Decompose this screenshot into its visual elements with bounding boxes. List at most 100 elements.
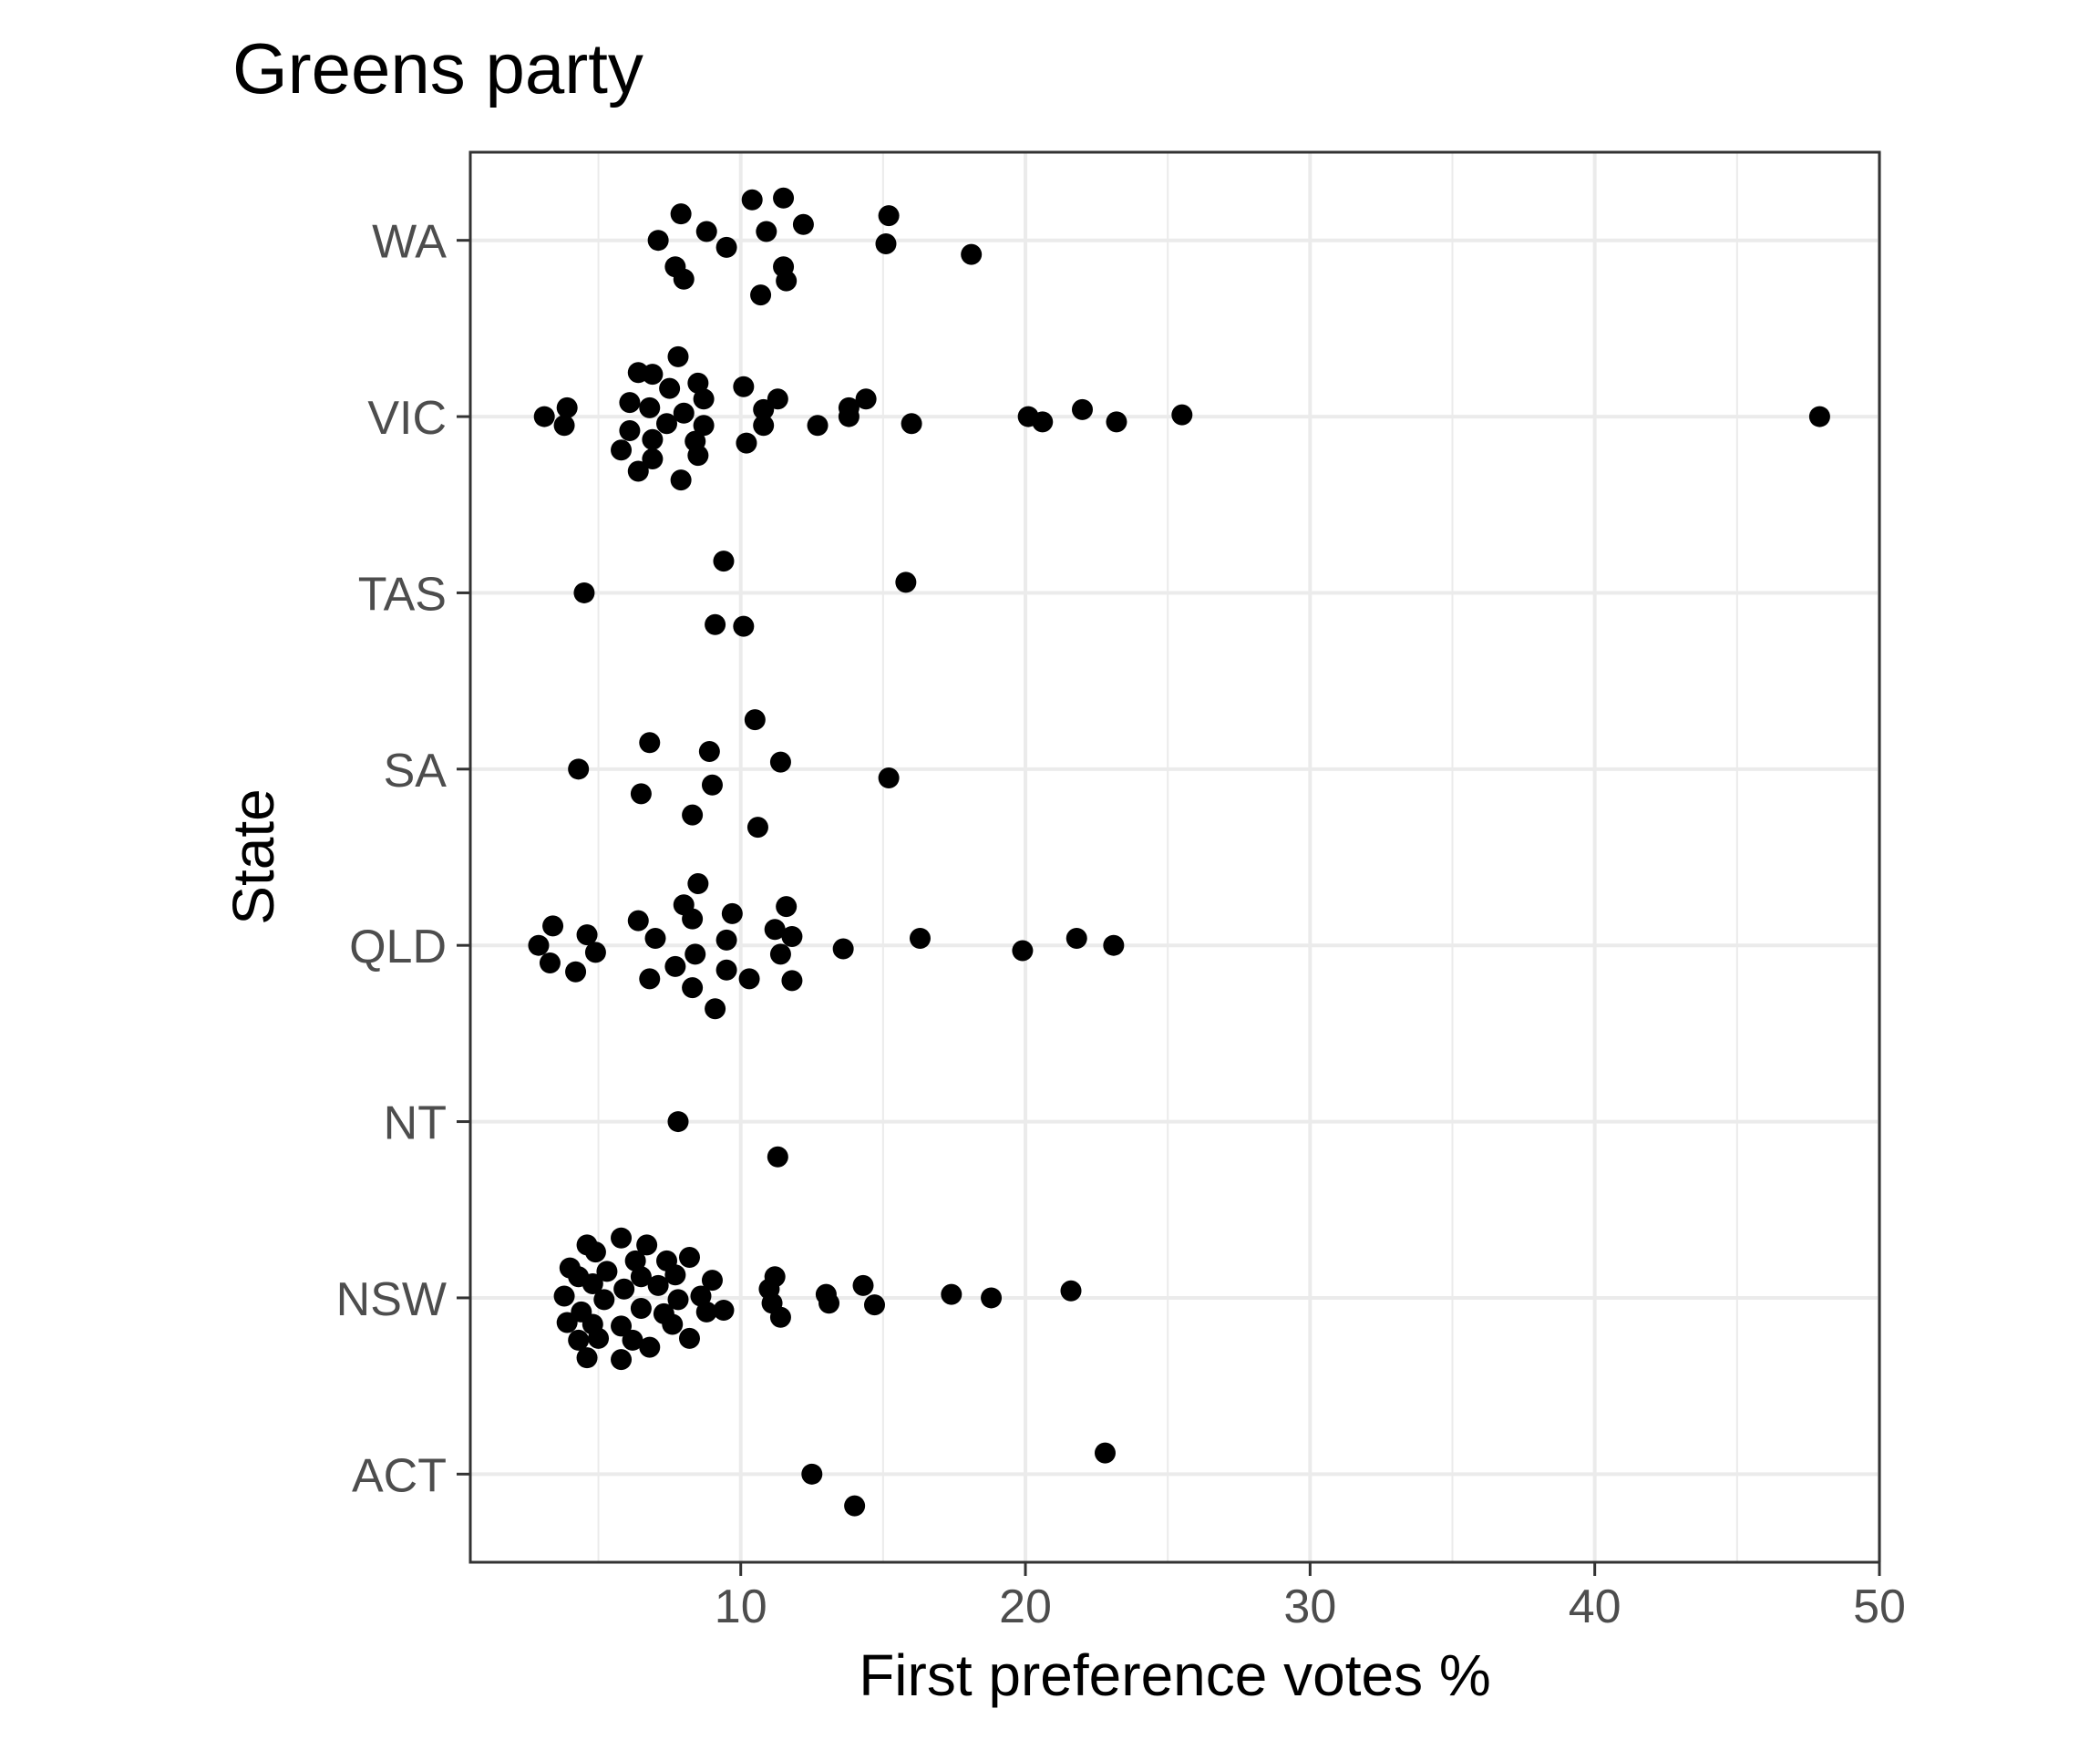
data-point bbox=[611, 1349, 633, 1371]
data-point bbox=[682, 977, 704, 999]
data-point bbox=[773, 187, 795, 209]
data-point bbox=[613, 1278, 635, 1300]
data-point bbox=[664, 1264, 686, 1286]
data-point bbox=[1103, 934, 1125, 956]
x-axis-title: First preference votes % bbox=[859, 1642, 1491, 1708]
data-point bbox=[1065, 927, 1087, 949]
data-point bbox=[909, 927, 931, 949]
data-point bbox=[705, 613, 726, 635]
x-tick-label: 10 bbox=[715, 1580, 767, 1633]
data-point bbox=[662, 1313, 684, 1335]
data-point bbox=[981, 1287, 1003, 1309]
data-point bbox=[1808, 406, 1830, 427]
data-point bbox=[941, 1283, 962, 1305]
data-point bbox=[553, 415, 575, 437]
plot-panel-border bbox=[468, 150, 1881, 1564]
data-point bbox=[619, 420, 641, 442]
data-point bbox=[565, 961, 587, 983]
data-point bbox=[639, 968, 661, 990]
chart-title: Greens party bbox=[232, 28, 643, 108]
data-point bbox=[878, 205, 900, 227]
data-point bbox=[878, 767, 900, 788]
data-point bbox=[690, 1285, 712, 1307]
y-axis: ACT NSW NT QLD SA TAS VIC WA bbox=[336, 216, 470, 1502]
y-tick-label: SA bbox=[384, 745, 448, 798]
data-point bbox=[678, 1246, 700, 1268]
data-point bbox=[776, 270, 798, 292]
data-point bbox=[781, 970, 803, 992]
data-point bbox=[741, 189, 763, 211]
data-point bbox=[875, 233, 897, 255]
data-point bbox=[746, 817, 768, 839]
data-point bbox=[1032, 411, 1054, 433]
data-point bbox=[693, 415, 715, 437]
data-point bbox=[670, 203, 692, 225]
data-point bbox=[667, 1289, 689, 1311]
data-point bbox=[539, 952, 561, 974]
data-point bbox=[588, 1327, 610, 1349]
data-point bbox=[1094, 1442, 1116, 1464]
data-point bbox=[852, 1274, 874, 1296]
data-point bbox=[611, 439, 633, 461]
data-point bbox=[553, 1285, 575, 1307]
data-point bbox=[573, 582, 595, 603]
data-point bbox=[627, 910, 649, 932]
data-point bbox=[611, 1315, 633, 1337]
data-point bbox=[624, 1250, 646, 1271]
data-point bbox=[698, 740, 720, 762]
data-point bbox=[701, 1270, 723, 1292]
data-point bbox=[584, 1241, 606, 1263]
data-point bbox=[753, 398, 775, 420]
data-point bbox=[556, 1312, 578, 1333]
data-point bbox=[647, 230, 669, 252]
data-point bbox=[619, 392, 641, 414]
y-tick-label: TAS bbox=[358, 568, 447, 621]
data-point bbox=[901, 413, 922, 435]
data-point bbox=[713, 551, 735, 572]
data-point bbox=[750, 284, 772, 306]
x-tick-label: 30 bbox=[1283, 1580, 1336, 1633]
data-point bbox=[715, 929, 737, 951]
data-point bbox=[622, 1329, 643, 1351]
data-point bbox=[596, 1261, 618, 1282]
y-tick-label: VIC bbox=[367, 392, 447, 445]
data-point bbox=[713, 1299, 735, 1321]
data-point bbox=[1012, 940, 1034, 962]
data-point bbox=[792, 213, 814, 235]
data-point bbox=[642, 448, 664, 469]
data-point bbox=[639, 396, 661, 418]
data-point bbox=[685, 943, 706, 965]
data-point bbox=[673, 268, 695, 290]
data-point bbox=[961, 243, 983, 265]
data-point bbox=[695, 1301, 717, 1323]
data-point bbox=[670, 469, 692, 491]
data-point bbox=[528, 934, 550, 956]
y-tick-label: WA bbox=[372, 216, 447, 269]
data-point bbox=[744, 709, 766, 731]
x-tick-label: 50 bbox=[1853, 1580, 1906, 1633]
data-point bbox=[630, 1298, 652, 1320]
data-point bbox=[556, 396, 578, 418]
data-point bbox=[639, 1336, 661, 1358]
data-point bbox=[753, 415, 775, 437]
data-point bbox=[642, 364, 664, 386]
data-point bbox=[855, 388, 877, 410]
data-point bbox=[576, 1347, 598, 1369]
data-points bbox=[528, 187, 1830, 1517]
data-point bbox=[664, 955, 686, 977]
data-point bbox=[582, 1272, 603, 1294]
data-point bbox=[863, 1294, 885, 1316]
data-point bbox=[667, 1111, 689, 1133]
data-point bbox=[687, 873, 709, 895]
data-point bbox=[647, 1274, 669, 1296]
y-tick-label: QLD bbox=[349, 921, 447, 973]
data-point bbox=[673, 402, 695, 424]
data-point bbox=[738, 968, 760, 990]
data-point bbox=[733, 376, 755, 397]
data-point bbox=[756, 221, 777, 242]
data-point bbox=[715, 959, 737, 981]
data-point bbox=[636, 1234, 658, 1256]
data-point bbox=[736, 432, 757, 454]
data-point bbox=[721, 902, 743, 924]
